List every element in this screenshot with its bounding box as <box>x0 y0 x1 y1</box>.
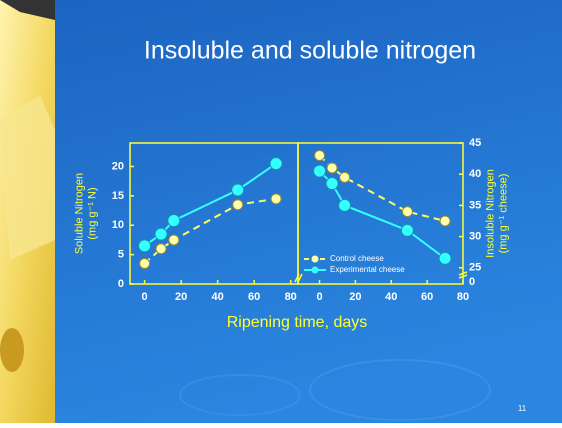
x-tick-label: 40 <box>385 291 397 303</box>
data-point <box>270 193 282 205</box>
ripple <box>309 359 491 421</box>
x-axis-label: Ripening time, days <box>227 314 368 331</box>
y-tick-label: 40 <box>469 168 481 180</box>
data-point <box>314 149 326 161</box>
data-point <box>438 251 452 265</box>
cheese-hole <box>0 328 24 372</box>
y-tick-label: 5 <box>118 249 124 261</box>
data-point <box>138 239 152 253</box>
ripple <box>179 374 301 416</box>
y-axis-label: (mg g⁻¹ cheese) <box>497 174 509 254</box>
x-tick-label: 0 <box>142 291 148 303</box>
y-tick-label: 45 <box>469 137 481 149</box>
x-tick-label: 60 <box>248 291 260 303</box>
legend-label: Experimental cheese <box>330 265 405 274</box>
legend-marker <box>311 255 319 263</box>
x-tick-label: 60 <box>421 291 433 303</box>
x-tick-label: 80 <box>285 291 297 303</box>
slide-title: Insoluble and soluble nitrogen <box>144 37 476 65</box>
data-point <box>401 206 413 218</box>
data-point <box>326 162 338 174</box>
data-point <box>269 157 283 171</box>
data-point <box>325 177 339 191</box>
y-tick-label: 15 <box>112 190 124 202</box>
data-point <box>338 198 352 212</box>
axis-break <box>294 273 303 283</box>
legend-label: Control cheese <box>330 254 384 263</box>
data-point <box>167 214 181 228</box>
legend-marker <box>311 266 319 274</box>
x-tick-label: 0 <box>316 291 322 303</box>
y-axis-label: Insoluble Nitrogen <box>484 169 496 258</box>
x-tick-label: 40 <box>212 291 224 303</box>
y-tick-label: 0 <box>118 278 124 290</box>
cheese-facet <box>0 95 55 260</box>
data-point <box>339 171 351 183</box>
data-point <box>139 257 151 269</box>
axis-break <box>458 271 468 279</box>
data-point <box>155 243 167 255</box>
data-point <box>231 183 245 197</box>
y-tick-label: 30 <box>469 230 481 242</box>
data-point <box>439 215 451 227</box>
data-point <box>313 164 327 178</box>
x-tick-label: 20 <box>175 291 187 303</box>
y-tick-label: 0 <box>469 276 475 288</box>
y-axis-label: Soluble Nitrogen <box>73 173 85 254</box>
data-point <box>232 199 244 211</box>
page-number: 11 <box>518 404 527 413</box>
plot-frame <box>297 142 464 285</box>
y-tick-label: 10 <box>112 219 124 231</box>
data-point <box>154 227 168 241</box>
x-tick-label: 80 <box>457 291 469 303</box>
y-tick-label: 35 <box>469 199 481 211</box>
y-tick-label: 20 <box>112 160 124 172</box>
data-point <box>168 234 180 246</box>
x-tick-label: 20 <box>349 291 361 303</box>
shadow <box>0 0 55 20</box>
y-tick-label: 25 <box>469 262 481 274</box>
y-axis-label: (mg g⁻¹ N) <box>86 187 98 239</box>
data-point <box>400 223 414 237</box>
